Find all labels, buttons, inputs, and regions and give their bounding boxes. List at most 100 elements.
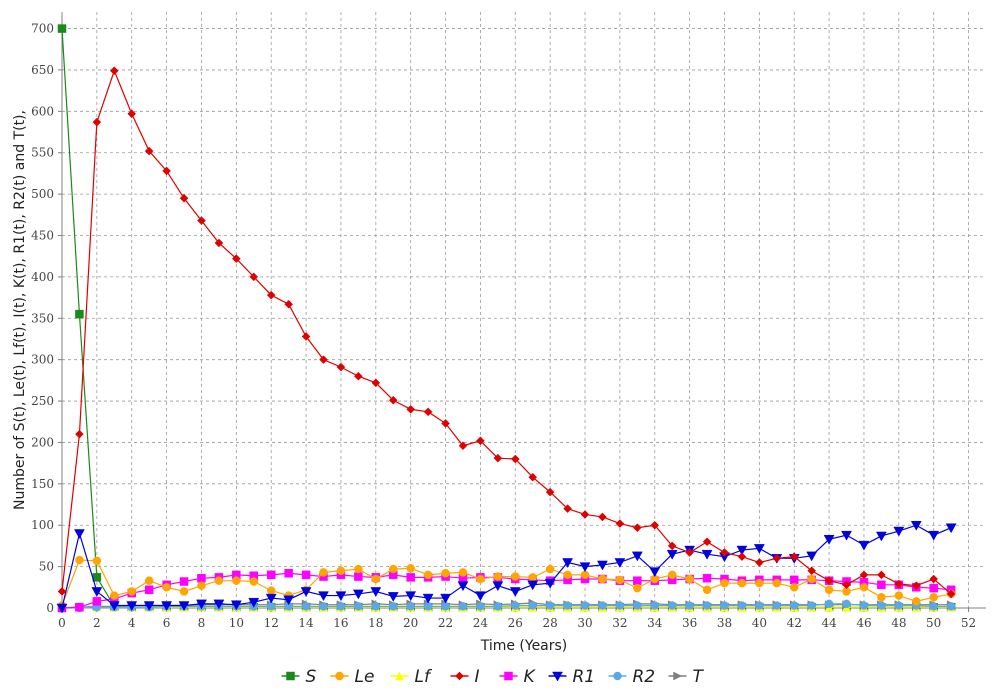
data-point-i: [493, 453, 503, 463]
legend-label: Lf: [415, 667, 433, 687]
legend-marker: [395, 671, 404, 681]
data-point-k: [929, 583, 938, 593]
data-point-r1: [370, 587, 382, 597]
x-tick-label: 2: [93, 616, 101, 630]
data-point-le: [667, 570, 677, 580]
data-point-i: [144, 146, 154, 156]
x-tick-label: 50: [926, 616, 941, 630]
data-point-le: [423, 570, 433, 580]
data-point-k: [789, 575, 799, 585]
legend-item-lf: Lf: [390, 667, 433, 687]
data-point-i: [737, 552, 747, 562]
data-point-i: [388, 395, 398, 405]
data-point-r1: [56, 603, 68, 614]
data-point-k: [406, 573, 415, 582]
legend-label: R2: [633, 667, 656, 687]
series-line-lf: [61, 606, 952, 609]
x-tick-label: 14: [298, 616, 314, 630]
y-tick-label: 300: [31, 353, 54, 367]
data-point-i: [406, 404, 416, 414]
data-point-r2: [476, 602, 485, 611]
legend-marker: [552, 671, 563, 682]
data-point-le: [144, 576, 154, 585]
legend-label: K: [524, 667, 537, 687]
series-line-t: [61, 602, 952, 609]
series-line-k: [61, 572, 952, 609]
data-point-r2: [789, 601, 799, 610]
data-point-i: [824, 576, 834, 586]
x-tick-label: 8: [198, 616, 206, 630]
data-point-i: [109, 66, 119, 76]
data-point-le: [633, 583, 642, 593]
data-point-i: [842, 580, 851, 590]
plot-background: [62, 12, 986, 608]
data-point-r1: [265, 593, 277, 604]
legend-marker: [613, 671, 622, 681]
data-point-r2: [877, 601, 886, 610]
data-point-r1: [126, 601, 138, 612]
data-point-i: [685, 548, 694, 557]
legend-label: Le: [355, 667, 375, 687]
data-point-i: [580, 510, 590, 519]
data-point-le: [92, 556, 102, 566]
data-point-r2: [336, 602, 346, 611]
data-point-le: [388, 564, 398, 574]
data-point-le: [214, 576, 224, 585]
data-point-le: [545, 564, 555, 574]
data-point-r2: [755, 601, 764, 610]
data-point-k: [266, 570, 276, 580]
data-point-s: [75, 309, 84, 319]
data-point-r2: [946, 602, 956, 611]
data-point-le: [528, 573, 537, 582]
data-point-r1: [196, 599, 207, 610]
data-point-i: [563, 504, 572, 514]
data-point-le: [737, 578, 747, 588]
data-point-r1: [300, 587, 312, 597]
data-point-k: [75, 602, 84, 612]
y-tick-label: 100: [31, 518, 54, 532]
data-point-le: [493, 572, 503, 581]
x-tick-label: 38: [717, 616, 732, 630]
data-point-r1: [230, 600, 242, 611]
data-point-r1: [440, 593, 451, 604]
data-point-r2: [772, 601, 782, 610]
data-point-i: [249, 272, 259, 282]
x-tick-label: 6: [163, 616, 171, 630]
data-point-i: [319, 355, 328, 365]
y-tick-label: 250: [31, 394, 54, 408]
data-point-le: [789, 583, 799, 592]
data-point-i: [911, 581, 921, 591]
data-point-i: [75, 429, 84, 439]
data-point-k: [301, 570, 311, 580]
y-axis-label: Number of S(t), Le(t), Lf(t), I(t), K(t)…: [12, 110, 28, 510]
x-tick-label: 44: [821, 616, 837, 630]
legend-label: T: [693, 667, 705, 687]
data-point-le: [720, 578, 729, 588]
data-point-k: [354, 572, 363, 581]
x-tick-label: 28: [543, 616, 558, 630]
legend-marker: [673, 671, 683, 681]
x-tick-label: 4: [128, 616, 136, 630]
x-tick-label: 30: [577, 616, 592, 630]
data-point-r2: [633, 601, 642, 610]
x-tick-label: 40: [752, 616, 767, 630]
data-point-r2: [511, 601, 520, 610]
data-point-r1: [614, 558, 626, 568]
data-point-r2: [406, 602, 415, 611]
data-point-le: [511, 572, 520, 581]
data-point-le: [563, 570, 572, 580]
data-point-r1: [143, 601, 155, 612]
data-point-r2: [371, 602, 381, 611]
data-point-r1: [753, 544, 765, 554]
data-point-r2: [720, 601, 729, 610]
legend-label: S: [306, 667, 317, 687]
data-point-k: [179, 577, 189, 586]
legend-marker: [504, 671, 513, 681]
data-point-i: [772, 553, 782, 563]
data-point-le: [615, 575, 625, 585]
data-point-k: [702, 573, 712, 583]
data-point-r1: [649, 567, 661, 578]
series-line-le: [61, 559, 952, 606]
data-point-i: [162, 166, 171, 176]
data-point-r1: [457, 581, 469, 592]
